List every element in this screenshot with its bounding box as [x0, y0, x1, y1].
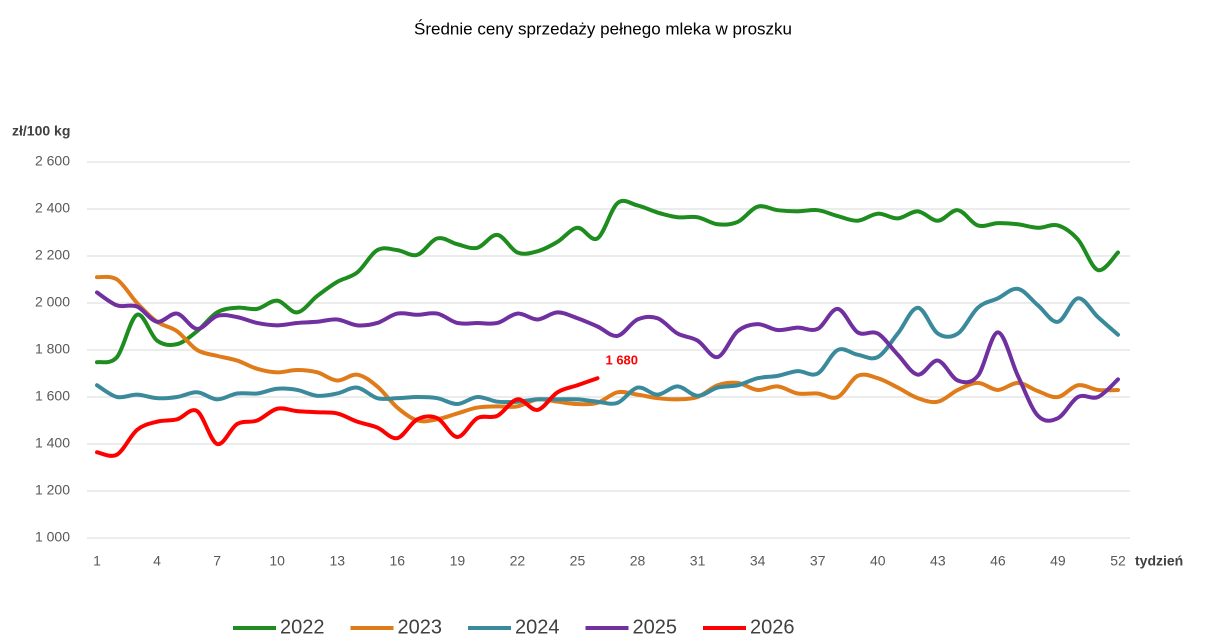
x-tick-label: 25: [570, 553, 586, 569]
x-tick-label: 19: [450, 553, 466, 569]
series-line: [95, 376, 600, 458]
y-tick-label: 2 400: [35, 200, 70, 216]
x-tick-label: 10: [269, 553, 285, 569]
x-tick-label: 49: [1050, 553, 1066, 569]
data-label: 1 680: [605, 353, 638, 368]
x-tick-label: 46: [990, 553, 1006, 569]
x-tick-label: 40: [870, 553, 886, 569]
y-tick-label: 1 800: [35, 341, 70, 357]
x-tick-label: 4: [153, 553, 161, 569]
legend-label: 2023: [398, 616, 443, 638]
y-axis-label: zł/100 kg: [12, 123, 70, 139]
y-tick-label: 1 400: [35, 435, 70, 451]
series-line: [95, 274, 1120, 424]
legend-label: 2026: [750, 616, 795, 638]
series-line: [95, 290, 1120, 423]
x-tick-label: 43: [930, 553, 946, 569]
y-tick-label: 1 600: [35, 388, 70, 404]
legend-label: 2022: [280, 616, 325, 638]
series-line: [95, 198, 1120, 365]
x-tick-label: 52: [1110, 553, 1126, 569]
x-tick-label: 22: [510, 553, 526, 569]
legend-label: 2024: [515, 616, 560, 638]
y-tick-label: 1 000: [35, 529, 70, 545]
legend-label: 2025: [633, 616, 678, 638]
y-tick-label: 2 000: [35, 294, 70, 310]
x-tick-label: 1: [93, 553, 101, 569]
series-line: [95, 286, 1120, 407]
y-tick-label: 1 200: [35, 482, 70, 498]
x-axis-label: tydzień: [1135, 553, 1183, 569]
x-tick-label: 28: [630, 553, 646, 569]
x-tick-label: 16: [390, 553, 406, 569]
x-tick-label: 7: [213, 553, 221, 569]
y-tick-label: 2 200: [35, 247, 70, 263]
x-tick-label: 13: [329, 553, 345, 569]
chart-title: Średnie ceny sprzedaży pełnego mleka w p…: [414, 19, 792, 38]
y-tick-label: 2 600: [35, 153, 70, 169]
x-tick-label: 34: [750, 553, 766, 569]
x-tick-label: 31: [690, 553, 706, 569]
x-tick-label: 37: [810, 553, 826, 569]
